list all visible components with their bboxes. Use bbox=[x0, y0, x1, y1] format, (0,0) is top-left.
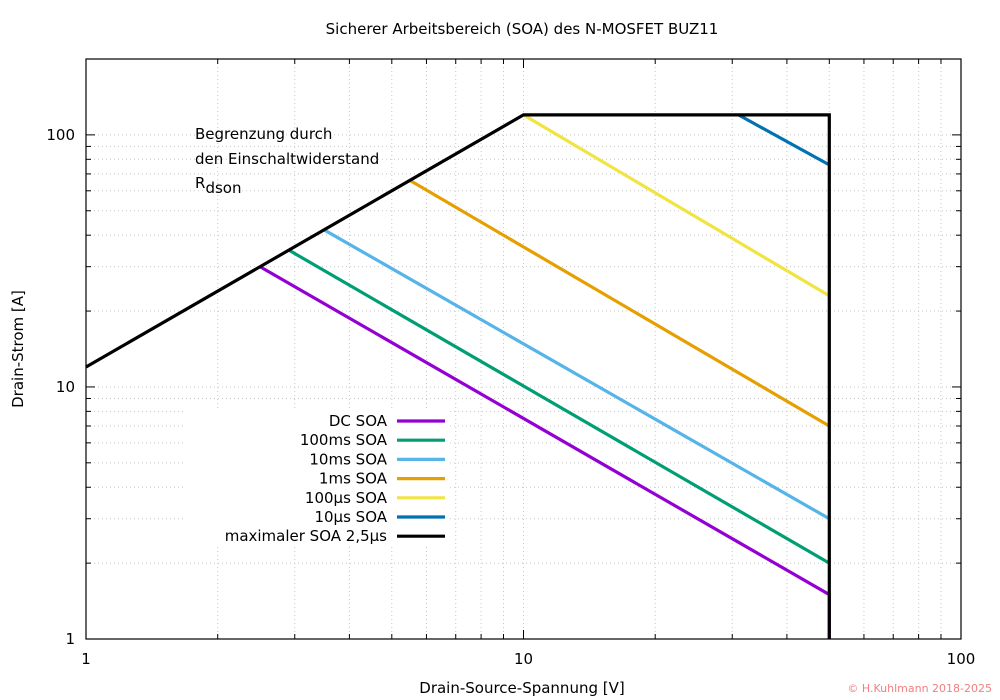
rdson-subscript: dson bbox=[205, 179, 241, 197]
y-axis-label: Drain-Strom [A] bbox=[9, 290, 27, 408]
y-tick-label: 1 bbox=[65, 630, 75, 648]
x-tick-label: 1 bbox=[81, 650, 91, 668]
series-line bbox=[85, 113, 831, 639]
legend-label: 10µs SOA bbox=[314, 508, 387, 526]
annotation-line-2: den Einschaltwiderstand bbox=[195, 150, 379, 168]
y-tick-label: 10 bbox=[56, 378, 75, 396]
legend-label: maximaler SOA 2,5µs bbox=[225, 527, 387, 545]
legend-label: DC SOA bbox=[329, 412, 388, 430]
series-group bbox=[85, 113, 831, 639]
copyright-text: © H.Kuhlmann 2018-2025 bbox=[847, 682, 992, 695]
chart-title: Sicherer Arbeitsbereich (SOA) des N-MOSF… bbox=[326, 20, 719, 38]
axis-ticks: 1 10 100 1 10 100 bbox=[46, 58, 976, 668]
rdson-main: R bbox=[195, 174, 205, 192]
annotation-line-1: Begrenzung durch bbox=[195, 125, 332, 143]
legend-label: 100µs SOA bbox=[305, 489, 388, 507]
series-line bbox=[522, 113, 831, 298]
series-line bbox=[323, 228, 831, 521]
rdson-annotation: Begrenzung durch den Einschaltwiderstand… bbox=[195, 125, 379, 197]
legend-label: 10ms SOA bbox=[309, 450, 387, 468]
series-line bbox=[737, 113, 831, 167]
x-axis-label: Drain-Source-Spannung [V] bbox=[419, 679, 624, 697]
x-tick-label: 100 bbox=[947, 650, 976, 668]
legend-label: 1ms SOA bbox=[319, 470, 388, 488]
legend-label: 100ms SOA bbox=[300, 431, 388, 449]
annotation-rdson: Rdson bbox=[195, 174, 241, 197]
series-line bbox=[409, 179, 831, 428]
series-line bbox=[287, 248, 831, 565]
x-tick-label: 10 bbox=[514, 650, 533, 668]
y-tick-label: 100 bbox=[46, 126, 75, 144]
